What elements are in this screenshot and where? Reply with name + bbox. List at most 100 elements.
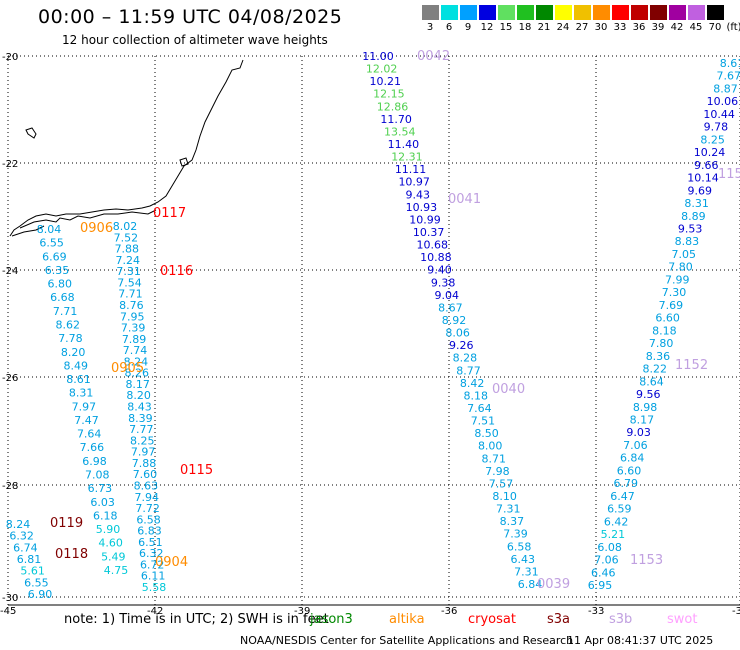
wave-height-label: 8.61 <box>720 57 740 70</box>
legend-swatch <box>460 5 477 20</box>
wave-height-label: 8.22 <box>642 363 667 376</box>
wave-height-label: 6.84 <box>620 452 645 465</box>
wave-height-label: 6.58 <box>136 513 161 526</box>
wave-height-label: 7.98 <box>485 465 510 478</box>
pass-label: 115 <box>718 167 740 182</box>
legend-label: 12 <box>480 22 494 33</box>
wave-height-label: 10.21 <box>369 75 401 88</box>
wave-height-label: 7.71 <box>118 288 143 301</box>
legend-swatch <box>498 5 515 20</box>
lon-label: -36 <box>441 606 457 617</box>
wave-height-label: 6.81 <box>17 553 42 566</box>
chart-title: 00:00 – 11:59 UTC 04/08/2025 <box>38 6 343 28</box>
wave-height-label: 6.43 <box>511 553 536 566</box>
pass-label: 0116 <box>160 264 193 279</box>
coastline <box>9 59 244 237</box>
coast-detail-2 <box>11 225 45 237</box>
wave-height-label: 8.92 <box>442 314 467 327</box>
wave-height-label: 8.62 <box>56 318 81 331</box>
wave-height-label: 10.88 <box>420 251 452 264</box>
wave-height-label: 6.72 <box>140 558 165 571</box>
wave-height-label: 8.43 <box>127 401 152 414</box>
wave-height-label: 8.83 <box>675 235 700 248</box>
legend-label: 24 <box>556 22 570 33</box>
wave-height-label: 7.39 <box>503 528 528 541</box>
wave-height-label: 7.05 <box>671 248 696 261</box>
lat-label: -20 <box>2 52 18 63</box>
lon-label: -30 <box>732 606 740 617</box>
wave-height-label: 8.36 <box>646 350 671 363</box>
wave-height-label: 8.42 <box>460 377 485 390</box>
wave-height-label: 5.21 <box>601 528 626 541</box>
legend-swatch <box>517 5 534 20</box>
wave-height-label: 6.47 <box>610 490 635 503</box>
wave-height-label: 7.51 <box>471 415 496 428</box>
satellite-legend-item: s3b <box>609 612 633 627</box>
wave-height-label: 7.72 <box>135 502 160 515</box>
wave-height-label: 7.99 <box>665 273 690 286</box>
pass-label: 1152 <box>675 358 708 373</box>
legend-label: 6 <box>445 22 453 33</box>
pass-label: 0117 <box>153 206 186 221</box>
wave-height-label: 10.97 <box>398 176 430 189</box>
wave-height-label: 8.17 <box>630 413 655 426</box>
wave-height-label: 9.66 <box>694 159 719 172</box>
wave-height-label: 6.46 <box>591 566 616 579</box>
pass-label: 0040 <box>492 382 525 397</box>
wave-height-label: 12.86 <box>377 100 409 113</box>
wave-height-label: 6.69 <box>42 250 67 263</box>
wave-height-label: 4.60 <box>98 537 123 550</box>
wave-height-label: 8.24 <box>6 518 31 531</box>
wave-height-label: 9.78 <box>704 121 729 134</box>
pass-label: 1153 <box>630 553 663 568</box>
wave-height-label: 9.69 <box>688 184 713 197</box>
wave-height-label: 6.83 <box>137 525 162 538</box>
wave-height-label: 8.20 <box>126 389 151 402</box>
lat-label: -24 <box>2 266 18 277</box>
wave-height-label: 7.52 <box>114 231 139 244</box>
wave-height-label: 7.67 <box>717 70 740 83</box>
legend-swatch <box>612 5 629 20</box>
legend-label: 30 <box>594 22 608 33</box>
wave-height-label: 8.71 <box>482 452 507 465</box>
wave-height-label: 8.76 <box>119 299 144 312</box>
legend-swatch <box>650 5 667 20</box>
altimeter-tracks: 11.0012.0210.2112.1512.8611.7013.5411.40… <box>6 50 740 601</box>
wave-height-label: 7.97 <box>131 446 156 459</box>
legend-label: 27 <box>575 22 589 33</box>
wave-height-label: 10.44 <box>703 108 735 121</box>
legend-label: 45 <box>689 22 703 33</box>
legend-swatch <box>422 5 439 20</box>
wave-height-label: 11.40 <box>388 138 420 151</box>
satellite-legend-item: altika <box>389 612 425 627</box>
legend-swatch <box>688 5 705 20</box>
lat-lon-grid <box>7 55 740 606</box>
wave-height-label: 6.32 <box>139 547 164 560</box>
lon-label: -39 <box>294 606 310 617</box>
lat-label: -30 <box>2 593 18 604</box>
wave-height-label: 8.00 <box>478 440 503 453</box>
wave-height-label: 7.64 <box>467 402 492 415</box>
credit-text: NOAA/NESDIS Center for Satellite Applica… <box>240 634 574 647</box>
lon-label: -45 <box>0 606 16 617</box>
wave-height-label: 8.49 <box>64 359 89 372</box>
wave-height-label: 7.31 <box>116 265 141 278</box>
satellite-legend-item: s3a <box>547 612 571 627</box>
pass-label: 0906 <box>80 221 113 236</box>
wave-height-label: 7.69 <box>659 299 684 312</box>
wave-height-label: 8.25 <box>130 434 155 447</box>
wave-height-label: 7.60 <box>133 468 158 481</box>
wave-height-label: 7.08 <box>85 469 110 482</box>
legend-swatch <box>707 5 724 20</box>
lat-label: -26 <box>2 373 18 384</box>
wave-height-label: 6.03 <box>90 496 115 509</box>
wave-height-label: 7.30 <box>662 286 687 299</box>
pass-label: 0905 <box>111 361 144 376</box>
wave-height-label: 8.63 <box>134 479 159 492</box>
wave-height-label: 9.53 <box>678 223 703 236</box>
wave-height-label: 7.31 <box>514 565 539 578</box>
wave-height-label: 6.79 <box>614 477 639 490</box>
pass-label: 0115 <box>180 463 213 478</box>
timestamp-text: 11 Apr 08:41:37 UTC 2025 <box>567 634 714 647</box>
